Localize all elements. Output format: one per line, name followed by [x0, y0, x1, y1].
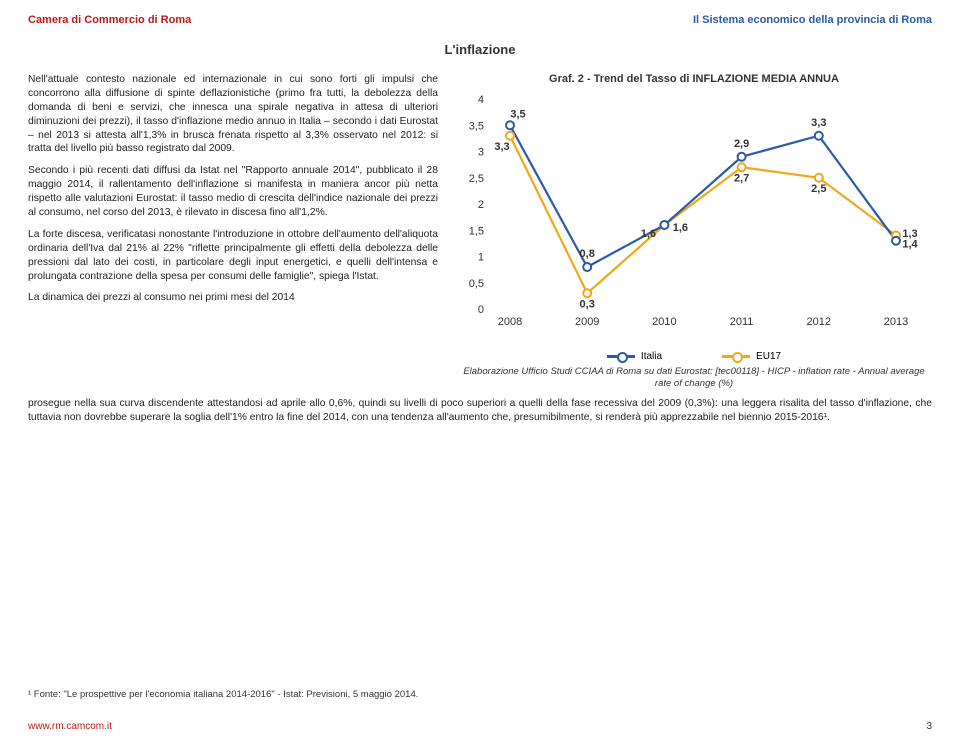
- svg-text:1,5: 1,5: [469, 225, 484, 237]
- footer-page: 3: [926, 721, 932, 732]
- svg-text:2010: 2010: [652, 316, 676, 328]
- footnote: ¹ Fonte: "Le prospettive per l'economia …: [28, 689, 418, 700]
- svg-text:1,6: 1,6: [673, 222, 688, 234]
- svg-text:3: 3: [478, 147, 484, 159]
- chart-caption: Elaborazione Ufficio Studi CCIAA di Roma…: [456, 366, 932, 391]
- svg-text:2012: 2012: [807, 316, 831, 328]
- svg-text:3,3: 3,3: [811, 117, 826, 129]
- below-text: prosegue nella sua curva discendente att…: [0, 397, 960, 425]
- svg-text:2,5: 2,5: [811, 183, 826, 195]
- svg-text:2009: 2009: [575, 316, 599, 328]
- svg-text:2,5: 2,5: [469, 173, 484, 185]
- page-title: L'inflazione: [0, 42, 960, 57]
- svg-text:2011: 2011: [730, 316, 754, 328]
- para-3: La forte discesa, verificatasi nonostant…: [28, 228, 438, 284]
- header-left: Camera di Commercio di Roma: [28, 14, 191, 26]
- header-right: Il Sistema economico della provincia di …: [693, 14, 932, 26]
- svg-text:1: 1: [478, 252, 484, 264]
- svg-text:0,5: 0,5: [469, 278, 484, 290]
- svg-text:0,3: 0,3: [580, 298, 595, 310]
- svg-text:4: 4: [478, 94, 484, 106]
- svg-text:1,4: 1,4: [902, 239, 918, 251]
- body-text: Nell'attuale contesto nazionale ed inter…: [28, 73, 438, 391]
- inflation-chart: 0 0,5 1 1,5 2 2,5 3 3,5 4 2008 2009 2010 2011 2012 201…: [456, 89, 926, 349]
- svg-text:2013: 2013: [884, 316, 908, 328]
- svg-text:1,6: 1,6: [641, 228, 656, 240]
- svg-text:2008: 2008: [498, 316, 522, 328]
- legend-eu17-label: EU17: [756, 351, 781, 362]
- legend-italia: Italia: [607, 351, 662, 362]
- svg-text:3,5: 3,5: [469, 120, 484, 132]
- svg-text:3,5: 3,5: [510, 108, 525, 120]
- svg-text:0,8: 0,8: [580, 248, 595, 260]
- para-2: Secondo i più recenti dati diffusi da Is…: [28, 164, 438, 220]
- svg-text:0: 0: [478, 304, 484, 316]
- para-4-lead: La dinamica dei prezzi al consumo nei pr…: [28, 291, 438, 305]
- legend-italia-label: Italia: [641, 351, 662, 362]
- chart-title: Graf. 2 - Trend del Tasso di INFLAZIONE …: [456, 73, 932, 85]
- svg-text:2,9: 2,9: [734, 138, 749, 150]
- para-1: Nell'attuale contesto nazionale ed inter…: [28, 73, 438, 156]
- svg-text:2,7: 2,7: [734, 172, 749, 184]
- chart-panel: Graf. 2 - Trend del Tasso di INFLAZIONE …: [456, 73, 932, 391]
- svg-text:3,3: 3,3: [494, 141, 509, 153]
- svg-text:2: 2: [478, 199, 484, 211]
- footer-url: www.rm.camcom.it: [28, 721, 112, 732]
- chart-legend: Italia EU17: [456, 351, 932, 362]
- legend-eu17: EU17: [722, 351, 781, 362]
